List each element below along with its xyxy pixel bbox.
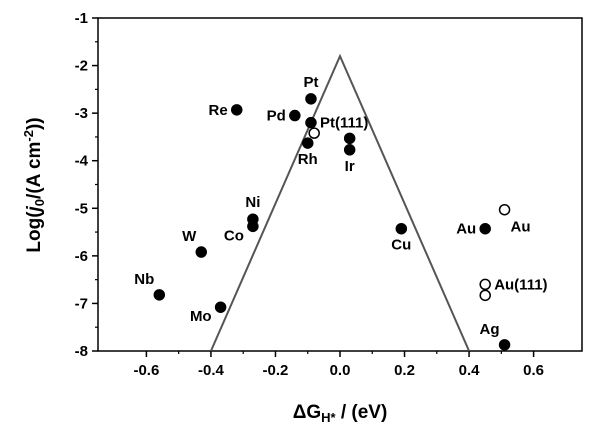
point-label: Nb xyxy=(134,271,154,288)
x-tick-label: 0.4 xyxy=(459,362,481,379)
x-tick-label: 0.0 xyxy=(330,362,351,379)
open-data-point xyxy=(479,278,491,291)
plot-frame xyxy=(97,17,583,352)
volcano-line xyxy=(210,53,470,352)
filled-data-point xyxy=(343,144,356,156)
point-label: Mo xyxy=(190,308,212,325)
filled-data-point xyxy=(395,222,408,235)
point-label: Au(111) xyxy=(494,276,547,293)
y-axis-title: Log(j0/(A cm-2)) xyxy=(21,117,47,252)
y-tick-label: -2 xyxy=(75,58,88,75)
point-label: Co xyxy=(224,227,244,244)
open-data-point xyxy=(498,203,511,216)
point-label: Ag xyxy=(480,321,500,338)
point-label: Ir xyxy=(345,158,355,175)
filled-data-point xyxy=(305,116,317,129)
y-tick-label: -8 xyxy=(75,343,88,360)
x-tick-label: 0.2 xyxy=(394,362,415,379)
point-label: Pt xyxy=(303,74,318,91)
filled-data-point xyxy=(343,132,356,145)
open-data-point xyxy=(308,127,320,139)
filled-data-point xyxy=(195,246,208,258)
y-tick-label: -5 xyxy=(75,200,88,217)
y-tick-label: -3 xyxy=(75,105,88,122)
point-label: Au xyxy=(456,221,476,238)
filled-data-point xyxy=(479,222,491,235)
filled-data-point xyxy=(305,93,317,105)
x-tick-label: -0.6 xyxy=(133,362,159,379)
point-label: Cu xyxy=(391,237,411,254)
filled-data-point xyxy=(230,104,243,116)
filled-data-point xyxy=(214,301,227,313)
y-tick-label: -7 xyxy=(75,295,88,312)
y-tick-label: -6 xyxy=(75,248,88,265)
open-data-point xyxy=(479,289,491,302)
x-tick-label: -0.4 xyxy=(198,362,225,379)
filled-data-point xyxy=(498,339,511,351)
point-label: Re xyxy=(209,102,228,119)
point-label: Rh xyxy=(298,151,318,168)
point-label: Au xyxy=(511,219,531,236)
filled-data-point xyxy=(289,109,301,122)
x-tick-label: -0.2 xyxy=(263,362,289,379)
y-tick-label: -1 xyxy=(75,10,88,27)
filled-data-point xyxy=(153,289,166,301)
x-tick-label: 0.6 xyxy=(523,362,544,379)
filled-data-point xyxy=(247,220,259,233)
y-tick-label: -4 xyxy=(75,153,89,170)
point-label: Pt(111) xyxy=(320,115,368,132)
filled-data-point xyxy=(301,137,314,149)
point-label: W xyxy=(182,228,197,245)
point-label: Pd xyxy=(267,108,286,125)
point-label: Ni xyxy=(245,194,260,211)
x-axis-title: ΔGH* / (eV) xyxy=(293,402,388,425)
axis-ticks: -0.6 -0.4 -0.2 0.0 0.2 0.4 0.6 -8 -7 -6 -5 -4 -3 -2 -1 xyxy=(75,10,544,379)
